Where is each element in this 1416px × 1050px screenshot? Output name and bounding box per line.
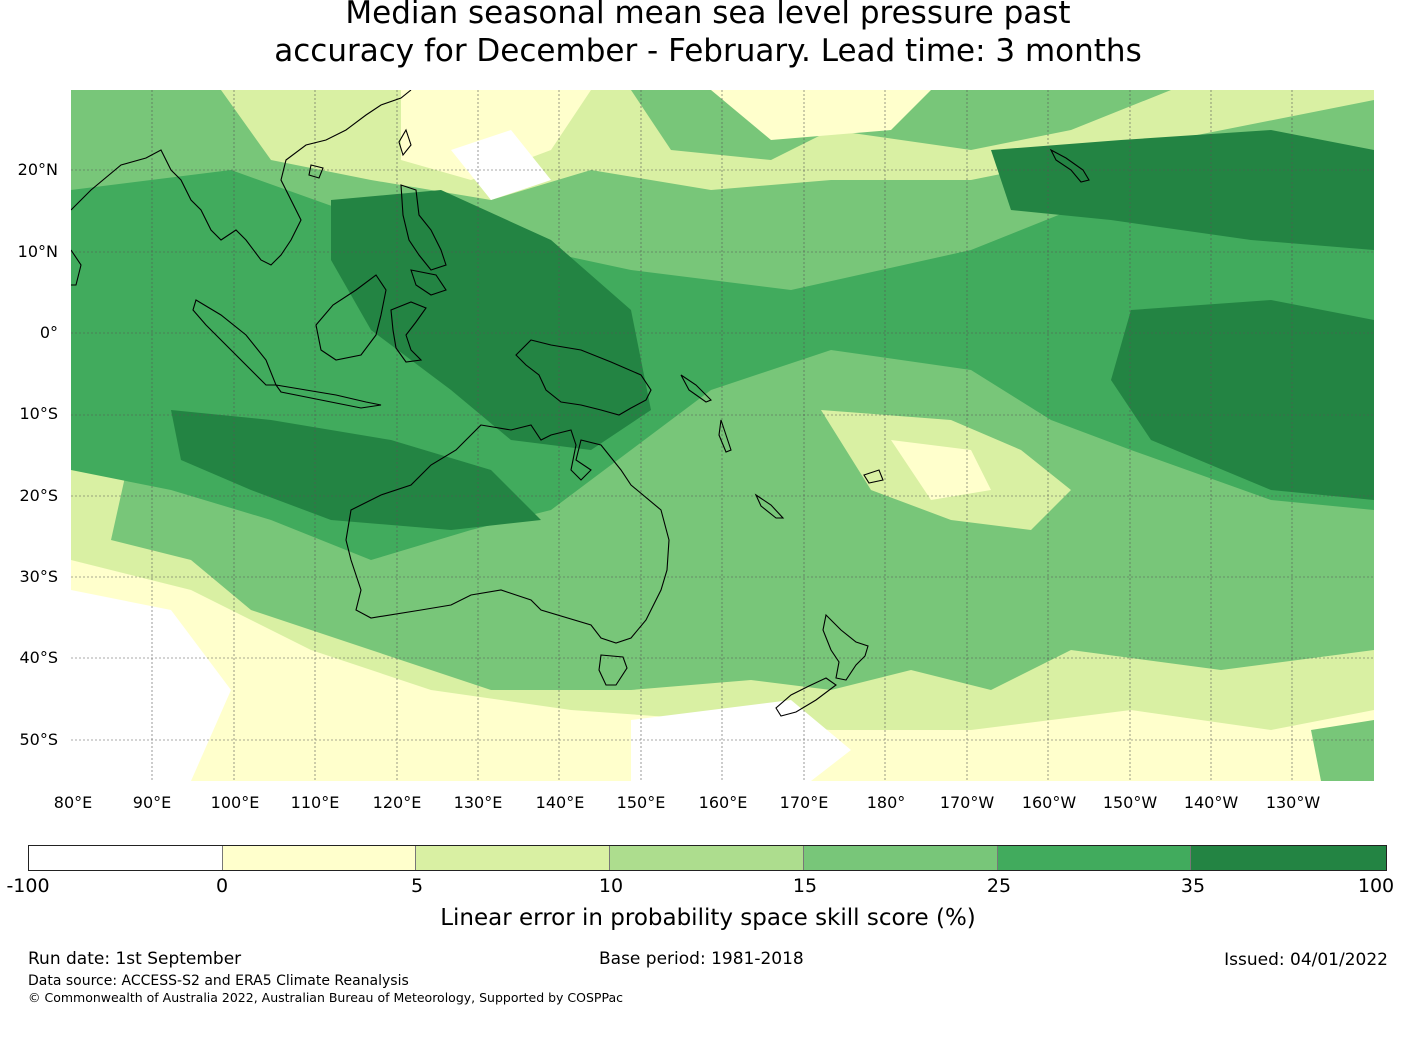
- issued-date: Issued: 04/01/2022: [1224, 950, 1388, 970]
- colorbar-segment: [222, 846, 417, 870]
- y-tick-label: 10°S: [19, 404, 58, 423]
- colorbar-segment: [29, 846, 223, 870]
- x-tick-label: 140°E: [535, 793, 585, 812]
- colorbar-segment: [1191, 846, 1387, 870]
- colorbar-title: Linear error in probability space skill …: [440, 905, 976, 931]
- java-coastline: [274, 384, 382, 409]
- colorbar-segment: [416, 846, 611, 870]
- hainan-coastline: [308, 164, 324, 179]
- x-tick-label: 100°E: [210, 793, 260, 812]
- colorbar-segment: [803, 846, 998, 870]
- y-tick-label: 40°S: [19, 648, 58, 667]
- x-tick-label: 130°E: [453, 793, 503, 812]
- borneo-coastline: [315, 274, 387, 361]
- x-tick-label: 160°W: [1021, 793, 1077, 812]
- solomon-islands-coastline: [680, 374, 712, 403]
- fiji-coastline: [863, 469, 884, 484]
- taiwan-coastline: [398, 128, 412, 157]
- colorbar-tick-label: 100: [1357, 875, 1395, 897]
- asia-mainland-coastline: [71, 90, 412, 266]
- tasmania-coastline: [598, 654, 628, 686]
- colorbar-tick-label: 35: [1180, 875, 1206, 897]
- x-tick-label: 140°W: [1183, 793, 1239, 812]
- chart-title-line-2: accuracy for December - February. Lead t…: [274, 33, 1142, 69]
- x-tick-label: 110°E: [290, 793, 340, 812]
- sulawesi-coastline: [390, 301, 427, 363]
- y-tick-label: 50°S: [19, 730, 58, 749]
- new-caledonia-coastline: [754, 493, 785, 519]
- colorbar-segment: [610, 846, 804, 870]
- y-tick-label: 20°S: [19, 486, 58, 505]
- colorbar-tick-label: 25: [986, 875, 1012, 897]
- x-tick-label: 150°W: [1102, 793, 1158, 812]
- philippines-coastline: [400, 184, 447, 271]
- skill-score-map: [71, 90, 1374, 781]
- y-tick-label: 20°N: [17, 160, 58, 179]
- colorbar: [28, 845, 1387, 871]
- colorbar-segment: [997, 846, 1192, 870]
- map-svg: [71, 90, 1374, 781]
- y-tick-label: 30°S: [19, 567, 58, 586]
- x-tick-label: 180°: [866, 793, 906, 812]
- base-period: Base period: 1981-2018: [599, 949, 804, 969]
- x-tick-label: 120°E: [372, 793, 422, 812]
- colorbar-tick-label: 0: [215, 875, 229, 897]
- new-zealand-south-coastline: [775, 677, 837, 717]
- x-tick-label: 150°E: [616, 793, 666, 812]
- vanuatu-coastline: [718, 419, 732, 453]
- x-tick-label: 130°W: [1265, 793, 1321, 812]
- australia-coastline: [345, 424, 670, 644]
- sumatra-coastline: [192, 299, 277, 386]
- colorbar-tick-label: 5: [410, 875, 424, 897]
- hawaii-coastline: [1049, 148, 1090, 183]
- map-coastlines: [71, 90, 1090, 717]
- x-tick-label: 170°W: [939, 793, 995, 812]
- new-guinea-coastline: [515, 339, 652, 416]
- y-tick-label: 10°N: [17, 242, 58, 261]
- x-tick-label: 170°E: [779, 793, 829, 812]
- colorbar-tick-label: -100: [6, 875, 50, 897]
- colorbar-tick-label: 15: [792, 875, 818, 897]
- new-zealand-north-coastline: [822, 613, 869, 681]
- chart-title-line-1: Median seasonal mean sea level pressure …: [345, 0, 1071, 31]
- x-tick-label: 80°E: [53, 793, 93, 812]
- y-tick-label: 0°: [39, 323, 58, 342]
- x-tick-label: 160°E: [698, 793, 748, 812]
- map-graticule: [71, 90, 1374, 781]
- run-date: Run date: 1st September: [28, 949, 242, 969]
- copyright-notice: © Commonwealth of Australia 2022, Austra…: [28, 990, 623, 1005]
- colorbar-tick-label: 10: [598, 875, 624, 897]
- x-tick-label: 90°E: [132, 793, 172, 812]
- data-source: Data source: ACCESS-S2 and ERA5 Climate …: [28, 973, 409, 989]
- chart-title: Median seasonal mean sea level pressure …: [0, 0, 1416, 70]
